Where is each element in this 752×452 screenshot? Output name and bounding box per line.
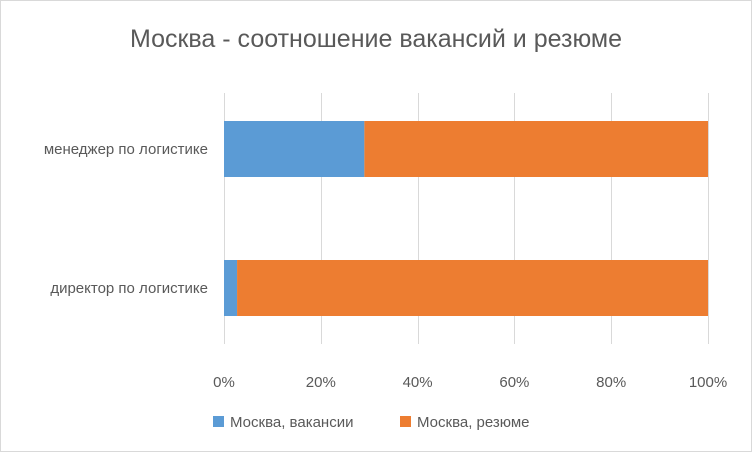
x-tick-label: 60% [499,374,529,391]
chart-title: Москва - соотношение вакансий и резюме [130,25,622,53]
bar-segment-series-1-category-2 [224,260,238,316]
bar-segment-series-2-category-2 [237,260,708,316]
legend-item: Москва, вакансии [213,414,353,431]
legend-swatch [400,416,411,427]
legend-item: Москва, резюме [400,414,530,431]
bar-segment-series-1-category-1 [224,121,365,177]
legend-label: Москва, вакансии [230,414,353,431]
x-tick-label: 40% [403,374,433,391]
x-tick-label: 80% [596,374,626,391]
x-tick-label: 20% [306,374,336,391]
category-label: менеджер по логистике [44,141,208,158]
legend-label: Москва, резюме [417,414,530,431]
category-labels: менеджер по логистике директор по логисти… [44,141,208,297]
bars-layer [224,121,708,316]
x-tick-labels: 0% 20% 40% 60% 80% 100% [213,374,727,391]
legend: Москва, вакансии Москва, резюме [213,414,530,431]
legend-swatch [213,416,224,427]
x-tick-label: 0% [213,374,235,391]
category-label: директор по логистике [50,280,208,297]
bar-segment-series-2-category-1 [364,121,708,177]
x-tick-label: 100% [689,374,727,391]
